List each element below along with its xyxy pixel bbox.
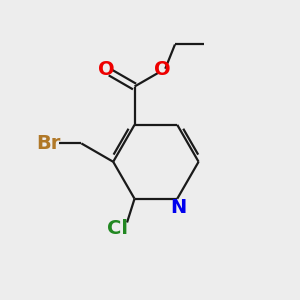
Text: Cl: Cl (107, 219, 128, 238)
Text: N: N (171, 198, 187, 217)
Text: O: O (98, 60, 114, 79)
Text: Br: Br (37, 134, 61, 153)
Text: O: O (154, 59, 171, 79)
